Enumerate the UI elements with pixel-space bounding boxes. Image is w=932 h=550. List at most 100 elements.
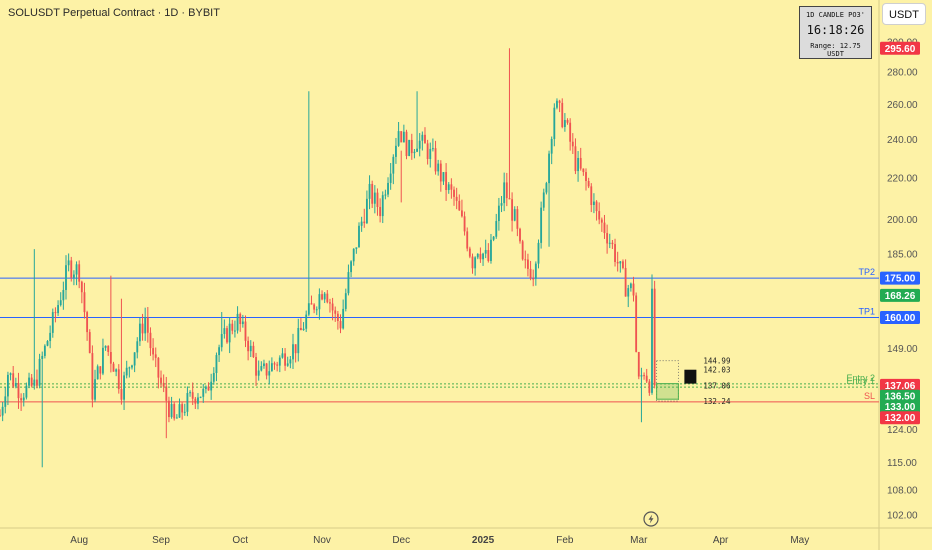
candle-body [123, 375, 125, 400]
level-label-2: Entry 2 [846, 373, 875, 383]
po3-level-2: 137.06 [703, 381, 731, 390]
candle-body [310, 303, 313, 305]
candle-body [292, 344, 294, 360]
price-badge-1: 175.00 [885, 274, 916, 285]
candle-body [640, 375, 643, 377]
candle-body [247, 340, 250, 352]
level-label-4: SL [864, 391, 875, 401]
candle-body [331, 303, 334, 311]
po3-level-1: 142.03 [703, 366, 730, 375]
candle-body [426, 143, 429, 159]
candle-body [255, 357, 257, 376]
candle-range: Range: 12.75 USDT [810, 42, 861, 58]
candle-body [334, 310, 337, 314]
candle-body [236, 313, 239, 331]
candle-body [577, 157, 580, 172]
candle-body [207, 386, 210, 391]
candle-body [99, 366, 102, 374]
candle-body [622, 261, 624, 268]
time-tick-label: May [790, 535, 809, 546]
candle-body [558, 100, 561, 103]
price-badge-bg-2 [880, 288, 920, 302]
candle-body [561, 102, 564, 128]
symbol-title: SOLUSDT Perpetual Contract · 1D · BYBIT [8, 7, 220, 19]
candle-body [168, 400, 170, 418]
candle-body [437, 163, 440, 172]
candle-body [199, 396, 202, 398]
time-tick-label: Nov [313, 535, 331, 546]
candle-body [511, 199, 514, 221]
candle-body [532, 278, 535, 280]
candle-body [43, 345, 46, 356]
candle-countdown-panel: 1D CANDLE PO3' 16:18:26 Range: 12.75 USD… [799, 6, 872, 59]
candle-body [263, 363, 265, 367]
candle-body [202, 388, 205, 397]
candle-body [611, 242, 614, 245]
candle-body [286, 363, 289, 366]
candle-body [347, 272, 350, 294]
candle-body [194, 398, 197, 404]
price-tick-label: 220.00 [887, 173, 918, 184]
candle-body [410, 139, 413, 154]
candle-body [379, 206, 382, 217]
candle-body [323, 293, 326, 300]
candle-body [503, 182, 506, 204]
candle-body [329, 302, 331, 304]
candle-body [131, 365, 133, 368]
price-badge-2: 168.26 [885, 291, 916, 302]
candle-body [75, 264, 78, 275]
candle-body [117, 369, 120, 390]
candle-body [204, 386, 207, 389]
candle-body [299, 327, 302, 331]
candle-body [492, 236, 495, 240]
candle-body [136, 341, 139, 353]
candle-body [157, 357, 160, 378]
candle-body [107, 345, 110, 353]
candle-body [598, 211, 601, 220]
candle-body [537, 242, 540, 264]
time-tick-label: 2025 [472, 535, 495, 546]
candle-body [276, 364, 279, 366]
candle-body [590, 186, 593, 205]
candle-body [624, 267, 627, 297]
candle-body [128, 367, 131, 369]
candle-body [133, 352, 136, 366]
candle-body [614, 244, 616, 262]
candle-body [175, 417, 178, 419]
candle-body [86, 312, 89, 333]
candle-body [542, 192, 545, 208]
candle-body [265, 363, 268, 376]
candle-body [476, 253, 479, 258]
candle-body [165, 386, 168, 401]
candle-body [94, 379, 96, 400]
candle-body [490, 239, 492, 261]
candle-body [468, 248, 471, 257]
candle-body [365, 198, 368, 224]
candle-body [239, 313, 242, 325]
candle-body [450, 184, 453, 190]
lightning-icon[interactable] [643, 511, 659, 527]
time-axis[interactable]: Aug Sep Oct Nov Dec 2025 Feb Mar Apr May [70, 535, 809, 546]
candle-body [51, 312, 54, 333]
candle-body [4, 396, 7, 407]
candle-body [257, 370, 260, 376]
candle-body [14, 383, 17, 387]
time-tick-label: Sep [152, 535, 170, 546]
candle-body [46, 341, 49, 346]
candle-body [181, 404, 184, 413]
candle-body [173, 404, 176, 419]
candle-body [281, 353, 284, 358]
candle-body [305, 314, 308, 329]
candle-body [479, 253, 482, 260]
candle-countdown: 16:18:26 [806, 23, 865, 37]
candle-body [33, 379, 36, 386]
price-badge-4: 137.06 [885, 381, 916, 392]
price-tick-label: 124.00 [887, 425, 918, 436]
candle-body [556, 100, 558, 108]
candle-body [574, 146, 577, 172]
price-tick-label: 149.00 [887, 344, 918, 355]
candle-body [228, 323, 231, 343]
currency-button[interactable]: USDT [882, 3, 926, 25]
